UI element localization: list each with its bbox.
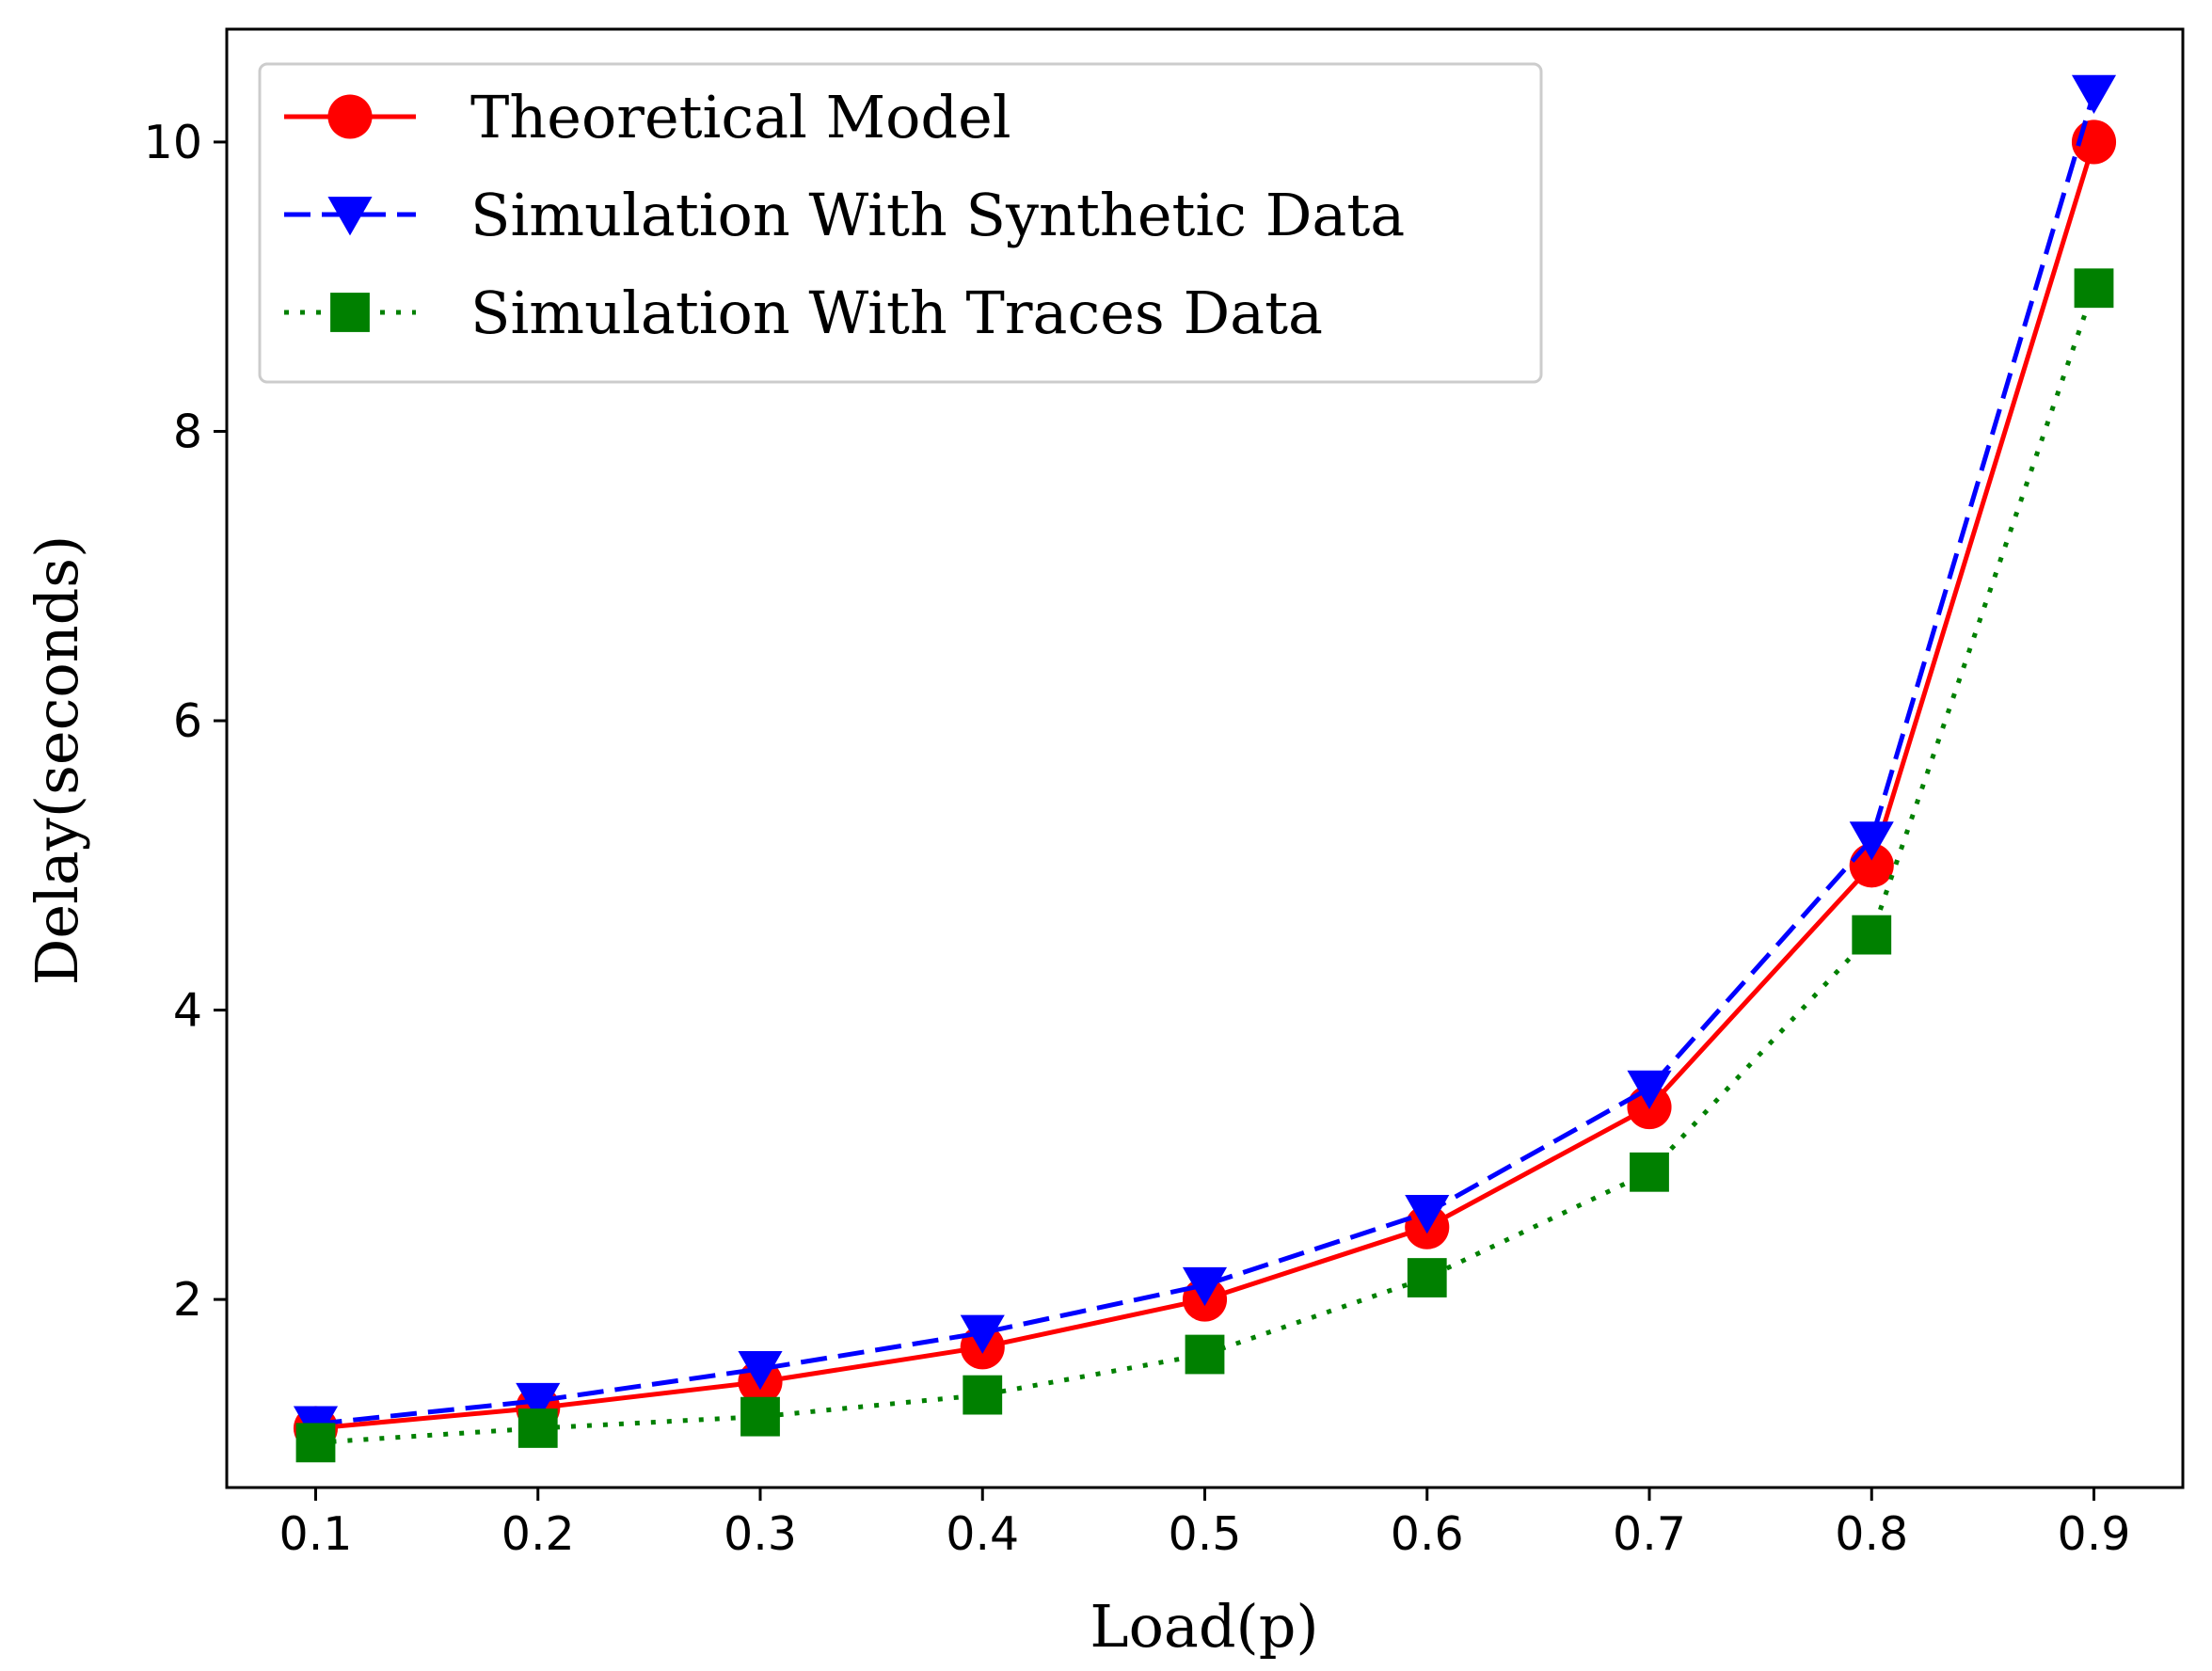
legend-marker <box>327 197 373 236</box>
y-axis-title: Delay(seconds) <box>23 535 91 986</box>
x-axis: 0.1 0.2 0.3 0.4 0.5 0.6 0.7 0.8 0.9 <box>279 1488 2131 1561</box>
data-point <box>516 1382 561 1423</box>
series-2 <box>293 74 2117 1445</box>
y-tick-label: 4 <box>173 984 202 1038</box>
x-tick-label: 0.9 <box>2058 1507 2131 1561</box>
data-point <box>2074 268 2114 309</box>
legend-marker <box>327 94 373 139</box>
data-point <box>963 1375 1003 1415</box>
legend-label: Simulation With Synthetic Data <box>470 181 1405 249</box>
x-tick-label: 0.1 <box>279 1507 353 1561</box>
y-axis: 2 4 6 8 10 <box>144 116 227 1327</box>
y-tick-label: 6 <box>173 694 202 748</box>
x-tick-label: 0.4 <box>946 1507 1019 1561</box>
x-tick-label: 0.6 <box>1391 1507 1464 1561</box>
x-tick-label: 0.2 <box>501 1507 575 1561</box>
data-point <box>295 1423 336 1463</box>
legend-entry: Simulation With Traces Data <box>284 278 1323 347</box>
legend-entry: Simulation With Synthetic Data <box>284 181 1405 249</box>
data-point <box>740 1396 780 1437</box>
legend-entry: Theoretical Model <box>284 83 1011 151</box>
x-tick-label: 0.5 <box>1169 1507 1242 1561</box>
data-point <box>960 1314 1005 1354</box>
data-point <box>1185 1334 1225 1375</box>
y-tick-label: 8 <box>173 405 202 458</box>
x-axis-title: Load(p) <box>1090 1592 1318 1661</box>
data-point <box>1630 1152 1669 1192</box>
legend-marker <box>330 293 370 332</box>
data-point <box>1405 1194 1450 1234</box>
series-layer <box>293 74 2117 1463</box>
series-3 <box>295 268 2114 1463</box>
legend: Theoretical Model Simulation With Synthet… <box>258 62 1543 384</box>
x-tick-label: 0.3 <box>724 1507 797 1561</box>
legend-label: Theoretical Model <box>470 83 1011 151</box>
legend-entries: Theoretical Model Simulation With Synthet… <box>284 83 1405 347</box>
data-point <box>517 1408 558 1448</box>
data-point <box>2071 74 2117 115</box>
x-tick-label: 0.8 <box>1835 1507 1908 1561</box>
data-point <box>1182 1266 1228 1307</box>
legend-box <box>258 62 1543 384</box>
x-tick-label: 0.7 <box>1613 1507 1686 1561</box>
data-point <box>1627 1070 1672 1109</box>
y-tick-label: 2 <box>173 1273 202 1327</box>
data-point <box>1852 915 1892 955</box>
data-point <box>1407 1258 1447 1297</box>
data-point <box>1849 821 1894 861</box>
legend-label: Simulation With Traces Data <box>470 278 1323 347</box>
y-tick-label: 10 <box>144 116 202 169</box>
data-point <box>738 1351 783 1391</box>
